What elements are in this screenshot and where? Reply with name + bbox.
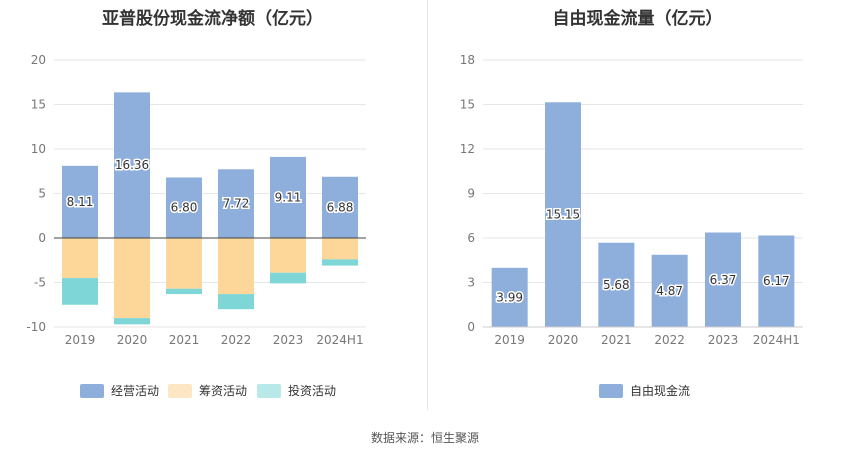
legend-swatch bbox=[168, 384, 192, 398]
bar bbox=[114, 318, 150, 325]
x-tick-label: 2024H1 bbox=[316, 333, 363, 347]
x-tick-label: 2023 bbox=[708, 333, 739, 347]
bar bbox=[270, 156, 306, 238]
bar bbox=[114, 238, 150, 319]
bar bbox=[598, 242, 635, 327]
bar bbox=[62, 278, 98, 305]
bar bbox=[270, 238, 306, 273]
bar bbox=[218, 294, 254, 310]
x-tick-label: 2021 bbox=[601, 333, 632, 347]
y-tick-label: 5 bbox=[38, 187, 46, 201]
y-tick-label: 0 bbox=[38, 231, 46, 245]
bar bbox=[62, 165, 98, 238]
y-tick-label: 18 bbox=[460, 53, 475, 67]
bar bbox=[166, 238, 202, 289]
free-cash-flow-chart: 0 3 6 9 12 15 18 3.99 15.15 5.68 4.87 6.37 6.17 2019 2… bbox=[460, 53, 803, 398]
cash-flow-net-chart: -10 -5 0 5 10 15 20 8.11 16.36 6.80 7.72 9.11 6.88 20… bbox=[26, 53, 366, 398]
data-label: 16.36 bbox=[115, 158, 149, 172]
bar bbox=[270, 272, 306, 284]
data-label: 6.88 bbox=[327, 200, 354, 214]
data-label: 15.15 bbox=[546, 208, 580, 222]
y-tick-label: 6 bbox=[467, 231, 475, 245]
bar bbox=[322, 238, 358, 260]
bar bbox=[218, 169, 254, 238]
bar bbox=[758, 235, 795, 327]
data-label: 7.72 bbox=[223, 197, 250, 211]
x-tick-label: 2020 bbox=[117, 333, 148, 347]
bar bbox=[705, 232, 741, 327]
y-tick-label: -10 bbox=[26, 320, 46, 334]
x-tick-label: 2021 bbox=[169, 333, 200, 347]
bar bbox=[218, 238, 254, 295]
x-tick-label: 2019 bbox=[65, 333, 96, 347]
bar bbox=[491, 267, 528, 327]
y-tick-label: 9 bbox=[467, 187, 475, 201]
bar bbox=[166, 288, 202, 295]
legend-swatch bbox=[257, 384, 281, 398]
y-tick-label: 15 bbox=[31, 98, 46, 112]
bar bbox=[322, 176, 358, 238]
x-tick-label: 2022 bbox=[221, 333, 252, 347]
y-tick-label: 15 bbox=[460, 98, 475, 112]
bar bbox=[62, 238, 98, 279]
x-tick-label: 2019 bbox=[494, 333, 525, 347]
x-tick-label: 2022 bbox=[654, 333, 685, 347]
x-tick-label: 2023 bbox=[273, 333, 304, 347]
y-tick-label: 12 bbox=[460, 142, 475, 156]
y-tick-label: 3 bbox=[467, 276, 475, 290]
bar bbox=[114, 92, 150, 239]
legend-label: 投资活动 bbox=[288, 383, 336, 398]
y-tick-label: 0 bbox=[467, 320, 475, 334]
data-label: 4.87 bbox=[656, 284, 683, 298]
data-label: 9.11 bbox=[275, 190, 302, 204]
data-label: 6.37 bbox=[710, 273, 737, 287]
bar bbox=[545, 102, 581, 328]
legend-swatch bbox=[599, 384, 623, 398]
data-label: 8.11 bbox=[67, 195, 94, 209]
x-tick-label: 2024H1 bbox=[753, 333, 800, 347]
data-label: 3.99 bbox=[496, 290, 523, 304]
legend-label: 自由现金流 bbox=[630, 383, 690, 398]
legend-label: 经营活动 bbox=[111, 384, 159, 398]
bar bbox=[651, 254, 688, 327]
data-source: 数据来源：恒生聚源 bbox=[370, 431, 479, 445]
x-tick-label: 2020 bbox=[548, 333, 579, 347]
left-chart-title: 亚普股份现金流净额（亿元） bbox=[102, 9, 323, 29]
bar bbox=[322, 259, 358, 266]
bar bbox=[166, 177, 202, 238]
data-label: 6.80 bbox=[171, 201, 198, 215]
right-chart-title: 自由现金流量（亿元） bbox=[552, 9, 723, 29]
data-label: 6.17 bbox=[763, 274, 790, 288]
y-tick-label: 20 bbox=[31, 53, 46, 67]
legend-swatch bbox=[80, 384, 104, 398]
y-tick-label: -5 bbox=[34, 276, 46, 290]
data-label: 5.68 bbox=[603, 278, 630, 292]
y-tick-label: 10 bbox=[31, 142, 46, 156]
chart-divider bbox=[427, 0, 428, 410]
legend-label: 筹资活动 bbox=[199, 384, 247, 398]
